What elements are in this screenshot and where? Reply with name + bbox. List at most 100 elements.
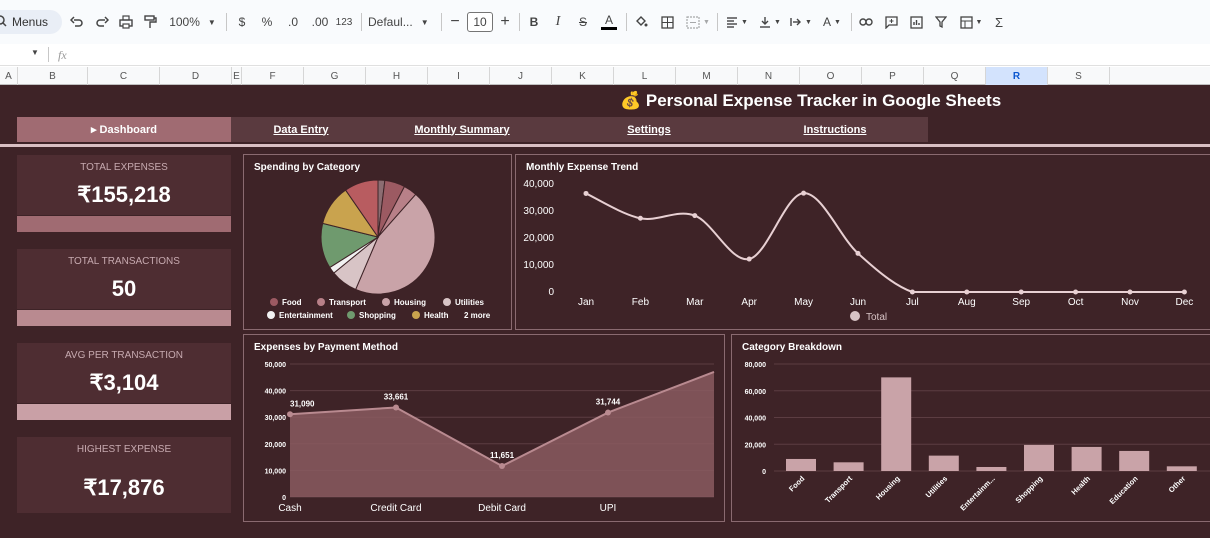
filter-icon[interactable]: [933, 0, 949, 44]
undo-icon[interactable]: [68, 0, 86, 44]
column-header-s[interactable]: S: [1048, 67, 1110, 85]
tab-instructions[interactable]: Instructions: [803, 123, 867, 136]
column-header-p[interactable]: P: [862, 67, 924, 85]
pie-chart: Food Transport Housing Utilities Entertainme…: [267, 179, 491, 320]
increase-font-size-icon[interactable]: +: [500, 13, 510, 30]
tab-data-entry[interactable]: Data Entry: [273, 123, 329, 136]
kpi-bar: [17, 216, 231, 232]
chart-title: Category Breakdown: [742, 342, 843, 353]
text-rotation-icon[interactable]: A ▼: [823, 15, 841, 29]
name-box-dropdown-icon[interactable]: ▼: [31, 48, 39, 57]
bar-chart-panel[interactable]: Category Breakdown 80,000 60,000 40,000 20,…: [731, 334, 1210, 522]
x-tick-label: Sep: [1012, 297, 1030, 308]
legend-marker: [317, 298, 325, 306]
bar-chart: 80,000 60,000 40,000 20,000 0 Food Transport Ho…: [745, 362, 1210, 513]
dashboard-title: 💰 Personal Expense Tracker in Google She…: [620, 91, 1002, 110]
bold-button[interactable]: B: [529, 15, 539, 29]
fill-color-icon[interactable]: [633, 0, 649, 44]
chevron-down-icon: ▼: [805, 18, 812, 26]
x-tick-label: May: [794, 297, 813, 308]
insert-chart-icon[interactable]: [908, 0, 924, 44]
borders-icon[interactable]: [659, 0, 675, 44]
column-header-b[interactable]: B: [18, 67, 88, 85]
legend-label: Total: [866, 312, 887, 323]
legend-label: Entertainment: [279, 311, 333, 320]
pie-slice-education: [344, 179, 379, 239]
column-header-f[interactable]: F: [242, 67, 304, 85]
column-header-c[interactable]: C: [88, 67, 160, 85]
line-chart-panel[interactable]: Monthly Expense Trend 40,000 30,000 20,000…: [515, 154, 1210, 330]
column-header-n[interactable]: N: [738, 67, 800, 85]
kpi-value: ₹17,876: [83, 475, 165, 500]
legend-marker: [850, 311, 860, 321]
increase-decimal-button[interactable]: .00: [307, 0, 333, 44]
bar-shopping: [1024, 444, 1054, 471]
font-size-input[interactable]: 10: [467, 12, 493, 32]
column-header-d[interactable]: D: [160, 67, 232, 85]
print-icon[interactable]: [117, 0, 135, 44]
insert-comment-icon[interactable]: [883, 0, 899, 44]
strikethrough-button[interactable]: S: [578, 15, 587, 29]
decrease-font-size-icon[interactable]: −: [450, 13, 460, 30]
column-header-i[interactable]: I: [428, 67, 490, 85]
pie-chart-panel[interactable]: Spending by Category Food Transport Housin…: [243, 154, 512, 330]
legend-label: Shopping: [359, 311, 396, 320]
column-header-l[interactable]: L: [614, 67, 676, 85]
vertical-align-icon[interactable]: ▼: [757, 0, 783, 44]
data-point: [692, 213, 698, 219]
column-header-h[interactable]: H: [366, 67, 428, 85]
data-point: [637, 215, 643, 221]
legend-marker: [270, 298, 278, 306]
data-label: 31,744: [596, 398, 621, 407]
link-icon[interactable]: [858, 0, 874, 44]
data-point: [1073, 289, 1079, 295]
functions-button[interactable]: Σ: [994, 14, 1004, 30]
x-tick-label: Housing: [874, 474, 902, 502]
increase-decimal-label: .00: [311, 15, 329, 29]
column-header-q[interactable]: Q: [924, 67, 986, 85]
font-value: Defaul...: [368, 15, 413, 29]
kpi-total-transactions: TOTAL TRANSACTIONS 50: [17, 249, 231, 309]
x-tick-label: UPI: [600, 503, 617, 514]
horizontal-align-icon[interactable]: ▼: [724, 0, 750, 44]
merge-cells-icon[interactable]: ▼: [684, 0, 712, 44]
column-header-g[interactable]: G: [304, 67, 366, 85]
redo-icon[interactable]: [93, 0, 111, 44]
formula-input[interactable]: [80, 46, 1200, 64]
x-tick-label: Feb: [632, 297, 650, 308]
column-header-r[interactable]: R: [986, 67, 1048, 85]
chevron-down-icon: ▼: [420, 17, 429, 27]
filter-views-icon[interactable]: ▼: [956, 0, 986, 44]
decrease-decimal-button[interactable]: .0: [282, 0, 304, 44]
column-header-m[interactable]: M: [676, 67, 738, 85]
column-header-j[interactable]: J: [490, 67, 552, 85]
percent-format-button[interactable]: %: [261, 15, 273, 29]
legend-more-label: 2 more: [464, 311, 491, 320]
y-tick-label: 50,000: [265, 362, 287, 369]
column-header-e[interactable]: E: [232, 67, 242, 85]
tab-settings[interactable]: Settings: [627, 123, 671, 136]
text-color-button[interactable]: A: [600, 0, 618, 44]
x-tick-label: Transport: [823, 474, 854, 505]
x-tick-label: Jul: [906, 297, 919, 308]
bar-health: [1071, 446, 1102, 471]
column-header-a[interactable]: A: [0, 67, 18, 85]
italic-button[interactable]: I: [555, 14, 561, 29]
currency-format-button[interactable]: $: [238, 15, 246, 29]
paint-format-icon[interactable]: [141, 0, 159, 44]
zoom-value: 100%: [169, 15, 200, 29]
menus-button[interactable]: Menus: [0, 10, 62, 34]
column-header-k[interactable]: K: [552, 67, 614, 85]
fx-label: fx: [58, 48, 67, 62]
chevron-down-icon: ▼: [975, 18, 983, 26]
tab-monthly-summary[interactable]: Monthly Summary: [414, 123, 510, 136]
line-chart: 40,000 30,000 20,000 10,000 0 Jan Feb Mar Apr May…: [523, 179, 1193, 323]
font-select[interactable]: Defaul... ▼: [368, 0, 432, 44]
area-chart-panel[interactable]: Expenses by Payment Method 50,000 40,000 3…: [243, 334, 725, 522]
column-header-o[interactable]: O: [800, 67, 862, 85]
data-point: [964, 289, 970, 295]
text-wrap-icon[interactable]: ▼: [788, 0, 814, 44]
tab-dashboard[interactable]: ▸ Dashboard: [17, 117, 231, 142]
number-format-button[interactable]: 123: [335, 16, 353, 28]
zoom-select[interactable]: 100% ▼: [165, 0, 220, 44]
